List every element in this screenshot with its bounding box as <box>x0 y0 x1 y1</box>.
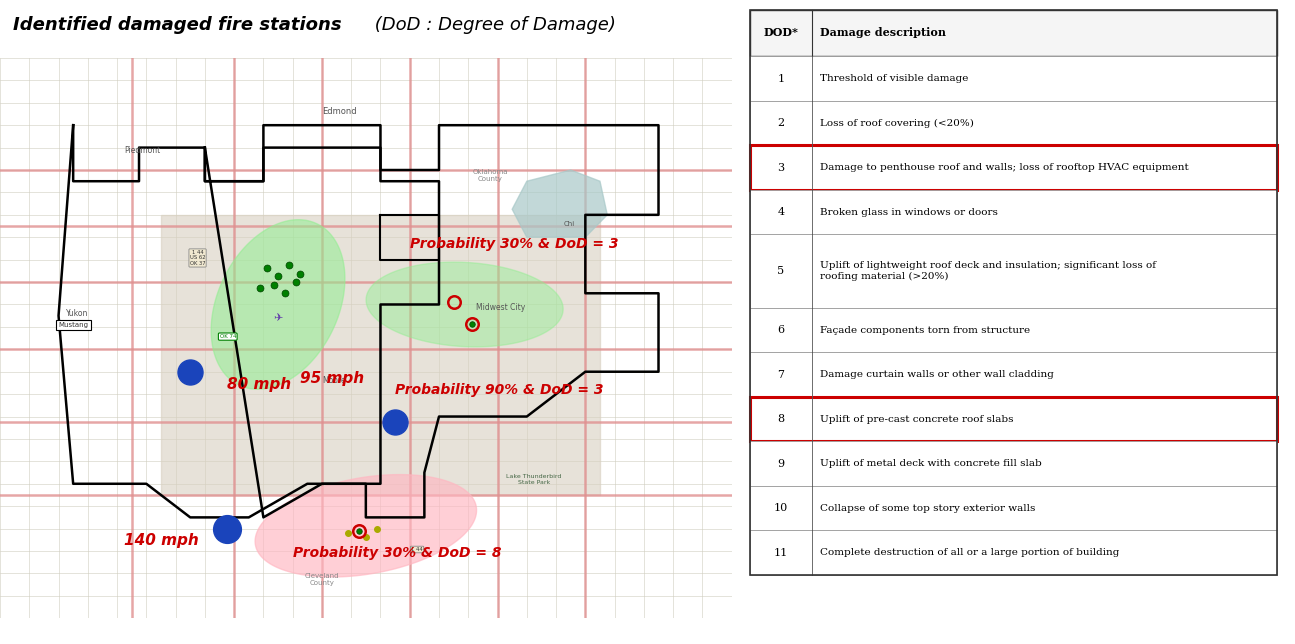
Text: ✈: ✈ <box>273 313 282 323</box>
Text: 95 mph: 95 mph <box>300 371 364 386</box>
Polygon shape <box>255 475 477 577</box>
Text: Identified damaged fire stations: Identified damaged fire stations <box>13 16 342 34</box>
Text: DOD*: DOD* <box>764 28 798 39</box>
Text: Damage to penthouse roof and walls; loss of rooftop HVAC equipment: Damage to penthouse roof and walls; loss… <box>820 163 1189 172</box>
Text: Façade components torn from structure: Façade components torn from structure <box>820 325 1030 334</box>
Text: 8: 8 <box>777 414 785 424</box>
Text: 2: 2 <box>777 118 785 128</box>
Text: OK 74: OK 74 <box>219 334 236 339</box>
Text: Yukon: Yukon <box>66 308 88 317</box>
Bar <box>750 234 1277 308</box>
Text: 7: 7 <box>777 370 785 379</box>
Bar <box>750 100 1277 146</box>
Bar <box>750 190 1277 234</box>
Bar <box>750 352 1277 397</box>
Text: Probability 30% & DoD = 8: Probability 30% & DoD = 8 <box>293 545 501 560</box>
Bar <box>750 56 1277 100</box>
Text: Threshold of visible damage: Threshold of visible damage <box>820 74 969 83</box>
Text: 5: 5 <box>777 266 785 276</box>
Text: Probability 90% & DoD = 3: Probability 90% & DoD = 3 <box>395 383 603 397</box>
Text: Lake Thunderbird
State Park: Lake Thunderbird State Park <box>506 474 562 485</box>
Text: Loss of roof covering (<20%): Loss of roof covering (<20%) <box>820 118 974 128</box>
Bar <box>161 215 600 495</box>
Text: 1: 1 <box>777 73 785 84</box>
Text: Uplift of metal deck with concrete fill slab: Uplift of metal deck with concrete fill … <box>820 459 1041 468</box>
Text: Broken glass in windows or doors: Broken glass in windows or doors <box>820 207 997 216</box>
Text: 4: 4 <box>777 207 785 217</box>
Text: 1 44: 1 44 <box>412 547 423 552</box>
Text: 11: 11 <box>774 547 789 558</box>
Text: Collapse of some top story exterior walls: Collapse of some top story exterior wall… <box>820 504 1035 513</box>
Text: Chi: Chi <box>563 221 575 227</box>
Text: Mustang: Mustang <box>58 322 88 328</box>
Text: (DoD : Degree of Damage): (DoD : Degree of Damage) <box>369 16 616 34</box>
Bar <box>750 397 1277 441</box>
Polygon shape <box>366 262 563 347</box>
Text: 10: 10 <box>774 503 789 513</box>
Bar <box>750 10 1277 56</box>
Text: Damage description: Damage description <box>820 28 945 39</box>
Text: Complete destruction of all or a large portion of building: Complete destruction of all or a large p… <box>820 548 1119 557</box>
Text: Oklahoma
County: Oklahoma County <box>473 169 508 182</box>
Polygon shape <box>211 220 344 389</box>
Text: Damage curtain walls or other wall cladding: Damage curtain walls or other wall cladd… <box>820 370 1054 379</box>
Text: Cleveland
County: Cleveland County <box>304 573 339 585</box>
Text: 6: 6 <box>777 325 785 335</box>
Text: Probability 30% & DoD = 3: Probability 30% & DoD = 3 <box>409 238 618 251</box>
Text: 3: 3 <box>777 162 785 173</box>
Text: 140 mph: 140 mph <box>124 533 199 549</box>
Bar <box>750 146 1277 190</box>
Text: 9: 9 <box>777 459 785 469</box>
Text: Piedmont: Piedmont <box>124 146 161 155</box>
Polygon shape <box>512 170 607 237</box>
Bar <box>750 441 1277 486</box>
Text: 1 44
US 62
OK 37: 1 44 US 62 OK 37 <box>190 250 206 266</box>
Bar <box>750 531 1277 575</box>
Text: Uplift of pre-cast concrete roof slabs: Uplift of pre-cast concrete roof slabs <box>820 415 1014 424</box>
Text: Midwest City: Midwest City <box>475 303 524 312</box>
Bar <box>750 308 1277 352</box>
Bar <box>750 486 1277 531</box>
Text: Uplift of lightweight roof deck and insulation; significant loss of
roofing mate: Uplift of lightweight roof deck and insu… <box>820 261 1156 281</box>
Text: Moore: Moore <box>322 376 346 385</box>
Text: 80 mph: 80 mph <box>227 377 291 392</box>
Text: Edmond: Edmond <box>322 107 356 116</box>
